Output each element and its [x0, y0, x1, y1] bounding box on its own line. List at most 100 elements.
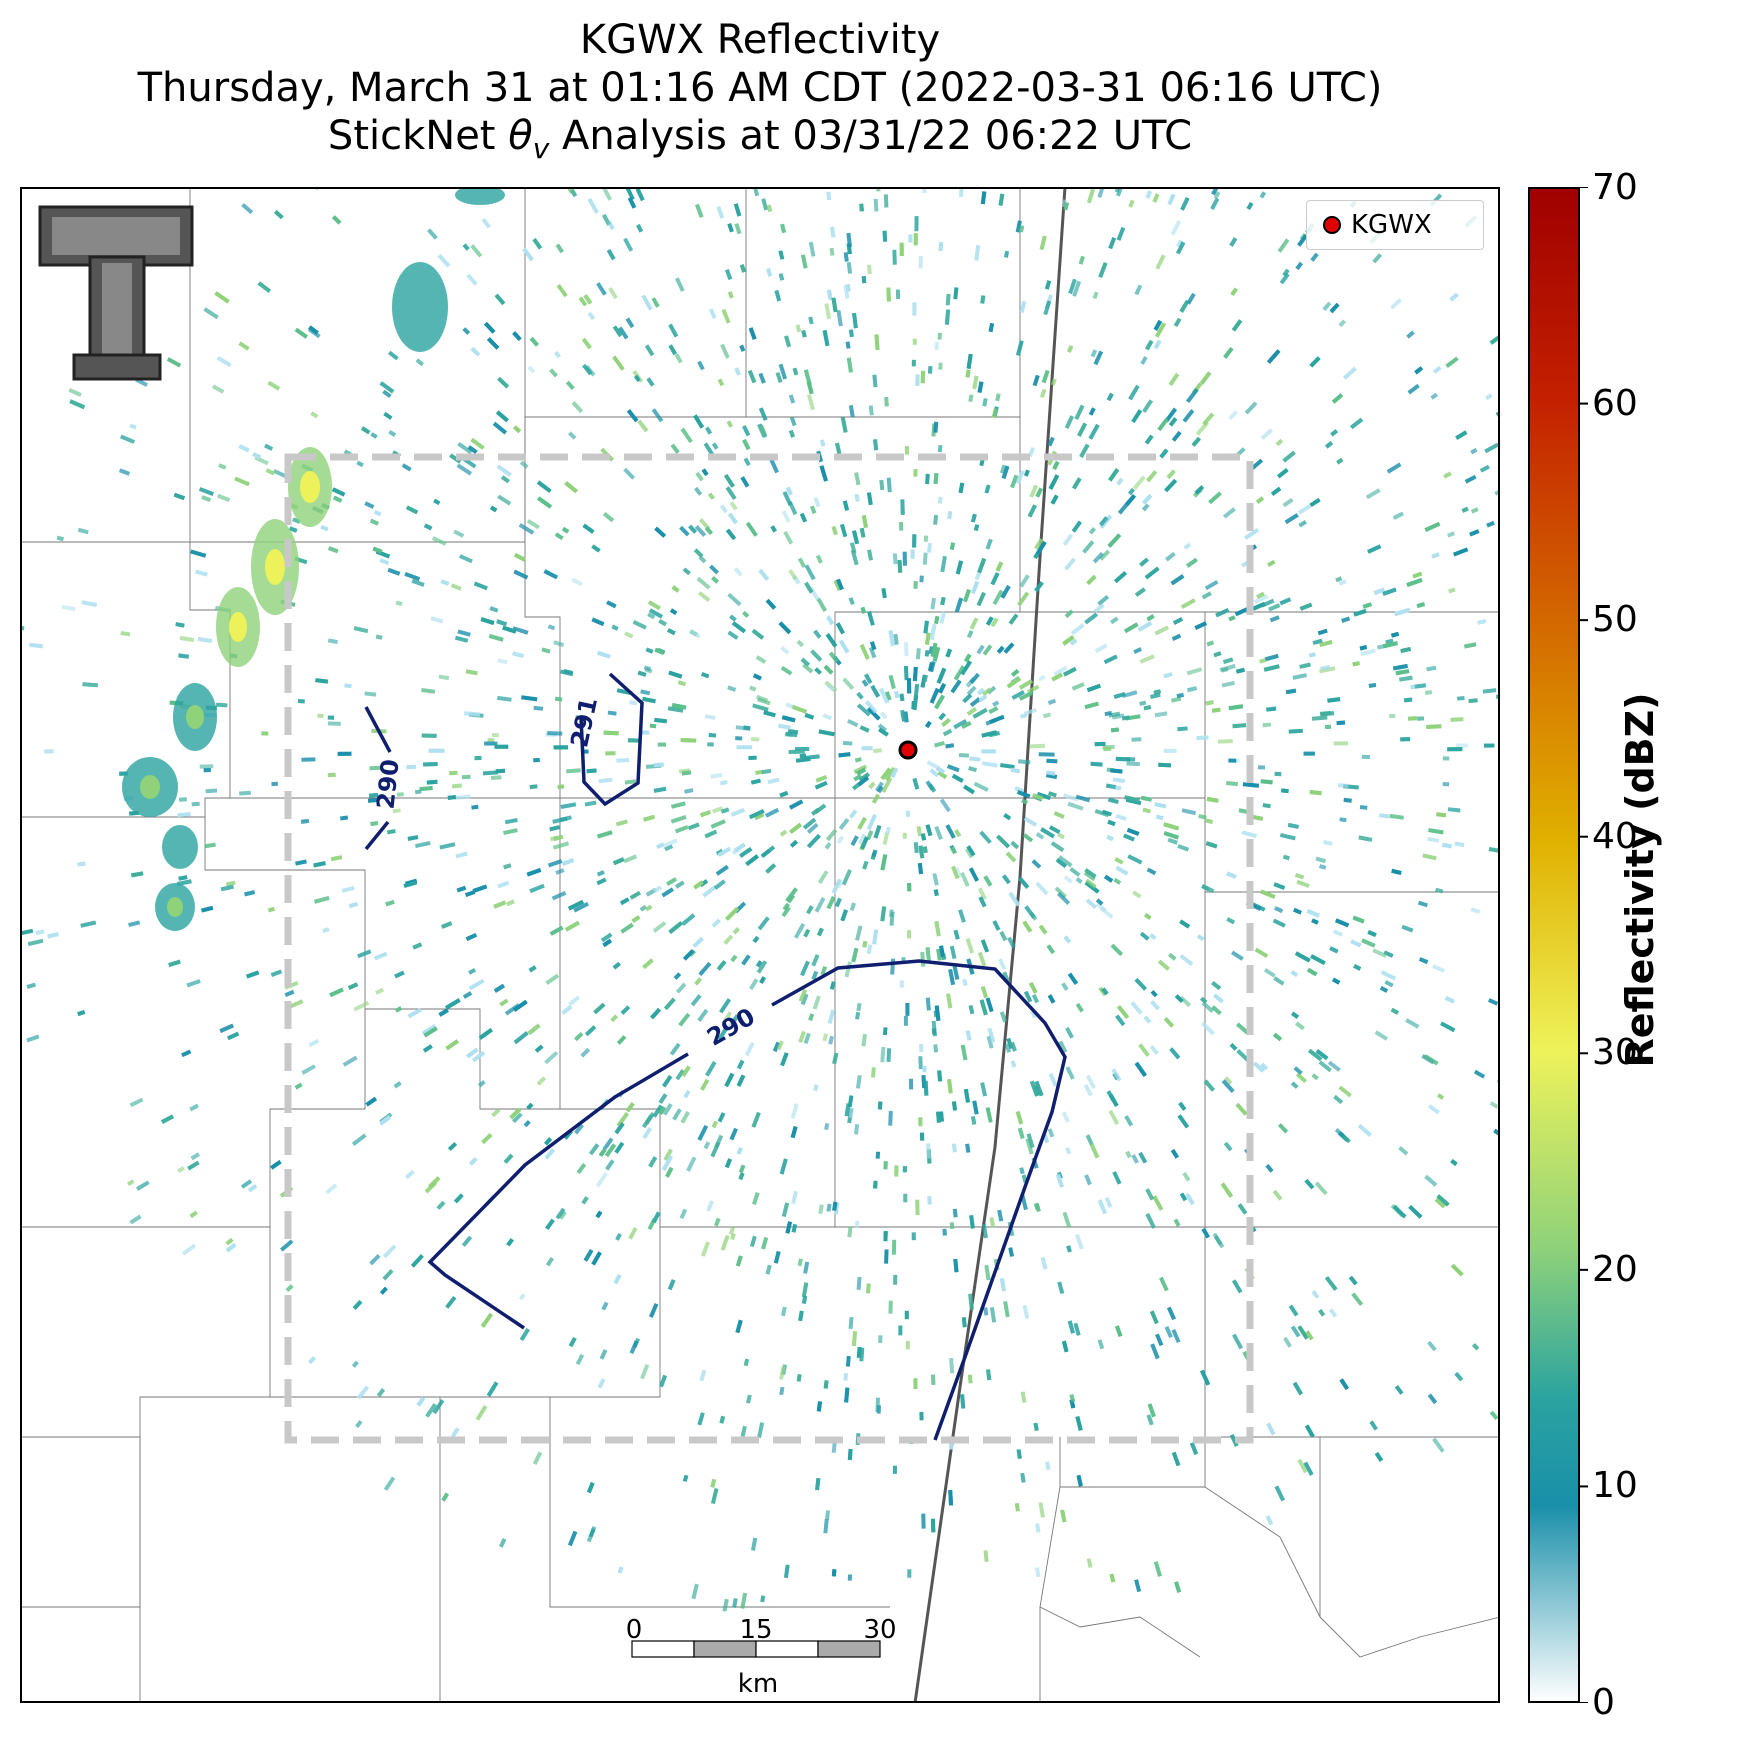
radar-echo	[1213, 993, 1224, 1004]
radar-echo	[866, 944, 873, 955]
radar-echo	[1128, 199, 1135, 208]
radar-echo	[415, 358, 424, 367]
radar-echo	[451, 783, 463, 789]
radar-echo	[1200, 1369, 1211, 1386]
radar-echo	[1489, 1410, 1499, 1421]
radar-echo	[779, 1365, 786, 1380]
radar-echo	[1327, 1060, 1341, 1072]
radar-echo	[744, 1041, 755, 1057]
radar-echo	[918, 1056, 923, 1070]
radar-echo	[647, 612, 656, 620]
radar-echo	[870, 1067, 876, 1078]
radar-echo	[1128, 384, 1140, 401]
radar-echo	[964, 653, 972, 663]
radar-echo	[998, 958, 1007, 970]
radar-echo	[886, 477, 892, 493]
radar-echo	[596, 282, 607, 296]
radar-echo	[1097, 1339, 1105, 1350]
radar-echo	[1003, 813, 1012, 821]
radar-echo	[1427, 1340, 1437, 1352]
radar-echo	[869, 641, 877, 651]
radar-echo	[925, 997, 931, 1011]
radar-echo	[1382, 641, 1399, 649]
radar-echo	[670, 814, 687, 824]
radar-echo	[545, 973, 560, 985]
radar-echo	[1405, 1018, 1420, 1029]
radar-echo	[1266, 1422, 1276, 1436]
radar-echo	[829, 981, 836, 990]
radar-echo	[973, 524, 980, 532]
radar-echo	[218, 463, 227, 470]
radar-echo	[382, 389, 392, 398]
radar-echo	[781, 1306, 787, 1317]
radar-echo	[692, 936, 704, 948]
radar-echo	[903, 1016, 908, 1026]
radar-echo	[923, 620, 929, 634]
radar-echo	[921, 1513, 926, 1529]
radar-echo	[734, 223, 742, 235]
radar-echo	[724, 1072, 735, 1088]
radar-echo	[1112, 777, 1126, 784]
radar-echo	[421, 733, 437, 738]
radar-echo	[1069, 1394, 1076, 1403]
radar-echo	[1309, 497, 1321, 508]
radar-echo	[1230, 287, 1238, 296]
radar-echo	[875, 1151, 881, 1159]
radar-echo	[1138, 1043, 1150, 1057]
radar-echo	[760, 1595, 766, 1603]
radar-echo	[980, 986, 989, 999]
radar-echo	[586, 1481, 595, 1494]
radar-echo	[1062, 1211, 1072, 1228]
radar-echo	[953, 665, 966, 681]
radar-echo	[856, 1002, 862, 1012]
radar-echo	[845, 1355, 851, 1367]
radar-echo	[752, 703, 769, 712]
radar-echo	[1133, 647, 1142, 655]
radar-echo	[1094, 809, 1110, 818]
radar-echo	[612, 325, 623, 338]
radar-echo	[536, 480, 552, 493]
radar-echo	[802, 663, 814, 674]
radar-echo	[566, 768, 581, 774]
radar-echo	[1115, 756, 1131, 762]
radar-echo	[729, 501, 738, 511]
radar-echo	[506, 1238, 514, 1247]
radar-echo	[1172, 617, 1184, 625]
radar-echo	[740, 1592, 748, 1609]
radar-echo	[997, 1209, 1004, 1222]
radar-echo	[798, 1310, 804, 1322]
radar-echo	[352, 1299, 363, 1310]
radar-echo	[603, 730, 619, 736]
radar-echo	[1311, 715, 1328, 721]
radar-echo	[1035, 881, 1049, 896]
radar-echo	[365, 1096, 378, 1107]
radar-echo	[949, 542, 956, 551]
radar-echo	[301, 1064, 316, 1075]
radar-echo	[819, 439, 826, 447]
radar-echo	[968, 867, 980, 882]
radar-echo	[859, 644, 870, 660]
radar-echo	[989, 1217, 996, 1228]
radar-echo	[552, 816, 568, 824]
radar-echo	[1454, 841, 1465, 848]
radar-echo	[588, 1143, 600, 1156]
radar-echo	[819, 465, 828, 482]
radar-echo	[1424, 690, 1433, 695]
radar-echo	[1408, 1205, 1423, 1219]
radar-echo	[1383, 950, 1394, 958]
radar-echo	[1212, 1232, 1225, 1249]
radar-echo	[628, 1227, 638, 1240]
radar-echo	[509, 1107, 522, 1120]
radar-echo	[471, 804, 479, 810]
radar-echo	[1150, 1000, 1160, 1011]
radar-echo	[1044, 280, 1052, 290]
radar-echo	[1361, 938, 1376, 948]
radar-echo	[313, 861, 326, 868]
radar-echo	[673, 972, 682, 980]
radar-echo	[1015, 1110, 1024, 1125]
radar-echo	[1164, 407, 1178, 423]
radar-echo	[1065, 1147, 1072, 1155]
radar-echo	[1246, 202, 1254, 210]
radar-echo	[721, 308, 731, 324]
radar-echo	[913, 469, 918, 477]
